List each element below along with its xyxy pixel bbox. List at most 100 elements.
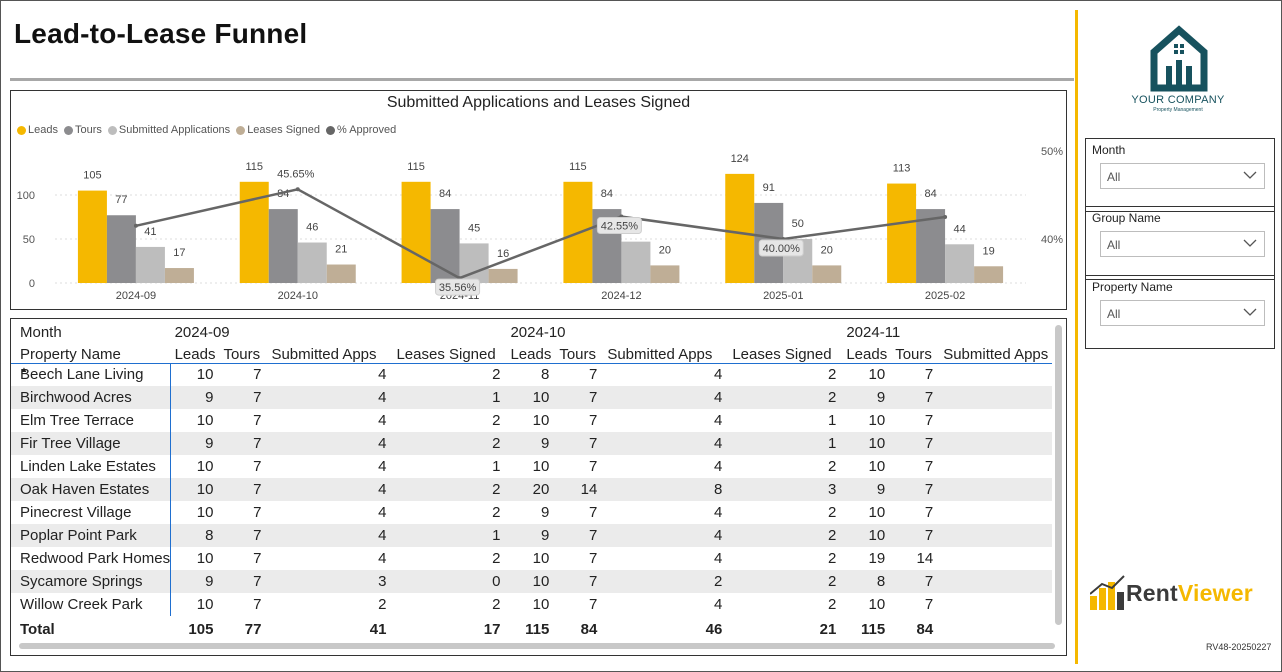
table-cell: 10: [196, 412, 214, 429]
table-cell: 9: [170, 570, 220, 593]
column-header-leads[interactable]: Leads: [842, 341, 892, 364]
data-label: 84: [439, 188, 451, 200]
group-name-slicer[interactable]: Group Name All: [1085, 206, 1275, 280]
property-name-header-label: Property Name: [20, 345, 121, 363]
column-header-leads[interactable]: Leads: [506, 341, 556, 364]
data-label: 91: [763, 182, 775, 194]
table-cell: 9: [170, 386, 220, 409]
legend-label: Submitted Applications: [118, 124, 231, 136]
line-data-label: 40.00%: [763, 243, 801, 255]
table-cell: 84: [916, 620, 934, 638]
total-row[interactable]: Total 105 77 41 17 115 84 46 21 115 84: [11, 616, 1052, 639]
table-cell: 1: [392, 524, 507, 547]
data-label: 19: [982, 245, 994, 257]
legend-item[interactable]: Leads: [17, 124, 58, 136]
table-cell: 10: [868, 412, 886, 429]
table-cell: 7: [588, 458, 598, 475]
vertical-scrollbar[interactable]: [1055, 325, 1062, 625]
table-cell: [939, 386, 1053, 409]
table-cell: [939, 593, 1052, 616]
dropdown-value: All: [1107, 170, 1121, 184]
chart-canvas: 05010040%50%1057741172024-09115844621202…: [17, 146, 1064, 302]
table-cell: 4: [713, 504, 723, 521]
legend-marker: [107, 125, 117, 135]
table-cell: 7: [891, 432, 940, 455]
month-slicer[interactable]: Month All: [1085, 138, 1275, 212]
table-row[interactable]: Poplar Point Park 8 7 4 1 9 7 4 2 10 7: [11, 524, 1053, 547]
column-header-submitted-apps[interactable]: Submitted Apps: [267, 341, 393, 364]
table-row[interactable]: Beech Lane Living 10 7 4 2 8 7 4 2 10 7: [11, 363, 1052, 386]
line-label-box: [758, 239, 804, 257]
group-name-dropdown[interactable]: All: [1100, 231, 1265, 257]
row-header: Pinecrest Village: [11, 501, 172, 524]
table-row[interactable]: Redwood Park Homes 10 7 4 2 10 7 4 2 19 14: [11, 547, 1052, 570]
funnel-chart[interactable]: 0 50 100 40% 50% 105 77 41 17 2024-09 115 84 46 21 202…: [10, 90, 1067, 310]
bar: [297, 242, 327, 283]
table-row[interactable]: Linden Lake Estates 10 7 4 1 10 7 4 2 10 7: [11, 455, 1052, 478]
table-cell: 10: [868, 458, 886, 475]
table-cell: 2: [492, 504, 501, 521]
column-header-leases-signed[interactable]: Leases Signed: [728, 341, 843, 364]
table-row[interactable]: Oak Haven Estates 10 7 4 2 20 14 8 3 9 7: [11, 478, 1053, 501]
table-cell: 4: [378, 458, 387, 475]
table-cell: 4: [713, 366, 723, 384]
row-header: Sycamore Springs: [11, 570, 172, 593]
legend-item[interactable]: Submitted Applications: [107, 124, 231, 136]
table-cell: 2: [827, 550, 837, 567]
table-cell: 7: [219, 524, 268, 547]
table-cell: 2: [392, 478, 507, 501]
column-header-submitted-apps[interactable]: Submitted Apps: [603, 341, 729, 364]
column-header-submitted-apps[interactable]: Submitted Apps: [939, 341, 1053, 364]
table-cell: 8: [603, 478, 729, 501]
table-cell: 7: [555, 432, 604, 455]
table-row[interactable]: Sycamore Springs 9 7 3 0 10 7 2 2 8 7: [11, 570, 1053, 593]
chart-legend[interactable]: Leads Tours Submitted Applications Leases S…: [17, 124, 396, 136]
table-cell: 1: [492, 458, 501, 475]
column-header-tours[interactable]: Tours: [219, 341, 268, 364]
month-header[interactable]: 2024-11: [846, 324, 901, 341]
bar: [488, 268, 518, 283]
chevron-down-icon: [1243, 239, 1257, 247]
legend-item[interactable]: Tours: [63, 124, 102, 136]
table-row[interactable]: Pinecrest Village 10 7 4 2 9 7 4 2 10 7: [11, 501, 1052, 524]
column-header-leases-signed[interactable]: Leases Signed: [392, 341, 507, 364]
legend-item[interactable]: % Approved: [325, 124, 397, 136]
data-label: 45: [468, 222, 480, 234]
property-matrix[interactable]: Month 2024-09 2024-10 2024-11 Property N…: [10, 318, 1067, 656]
table-cell: 10: [532, 550, 550, 567]
line-point: [295, 187, 300, 192]
table-cell: 7: [891, 524, 940, 547]
table-cell: 7: [588, 550, 598, 567]
table-cell: 7: [924, 504, 934, 521]
table-row[interactable]: Fir Tree Village 9 7 4 2 9 7 4 1 10 7: [11, 432, 1053, 455]
table-cell: 105: [188, 620, 214, 638]
property-name-dropdown[interactable]: All: [1100, 300, 1265, 326]
table-cell: 0: [392, 570, 507, 593]
month-header[interactable]: 2024-09: [174, 324, 230, 341]
company-house-logo: [1150, 25, 1208, 92]
month-dropdown[interactable]: All: [1100, 163, 1265, 189]
legend-label: % Approved: [336, 124, 397, 136]
column-header-tours[interactable]: Tours: [891, 341, 940, 364]
property-name-header[interactable]: Property Name ▲: [11, 341, 171, 374]
property-name-slicer[interactable]: Property Name All: [1085, 275, 1275, 349]
x-axis-tick-label: 2025-02: [925, 290, 965, 302]
column-header-leads[interactable]: Leads: [170, 341, 220, 364]
table-cell: 2: [392, 432, 507, 455]
table-cell: 4: [603, 524, 729, 547]
table-cell: 9: [170, 432, 220, 455]
table-row[interactable]: Birchwood Acres 9 7 4 1 10 7 4 2 9 7: [11, 386, 1053, 409]
company-name: YOUR COMPANY: [1131, 94, 1225, 106]
table-cell: 10: [842, 432, 892, 455]
column-header-tours[interactable]: Tours: [555, 341, 604, 364]
table-cell: 10: [506, 386, 556, 409]
table-cell: 7: [924, 412, 934, 429]
legend-marker: [325, 125, 335, 135]
legend-item[interactable]: Leases Signed: [236, 124, 320, 136]
horizontal-scrollbar[interactable]: [19, 643, 1055, 649]
month-header[interactable]: 2024-10: [510, 324, 566, 341]
legend-marker: [236, 125, 246, 135]
table-row[interactable]: Willow Creek Park 10 7 2 2 10 7 4 2 10 7: [11, 593, 1052, 616]
table-row[interactable]: Elm Tree Terrace 10 7 4 2 10 7 4 1 10 7: [11, 409, 1052, 432]
table-cell: [939, 547, 1052, 570]
